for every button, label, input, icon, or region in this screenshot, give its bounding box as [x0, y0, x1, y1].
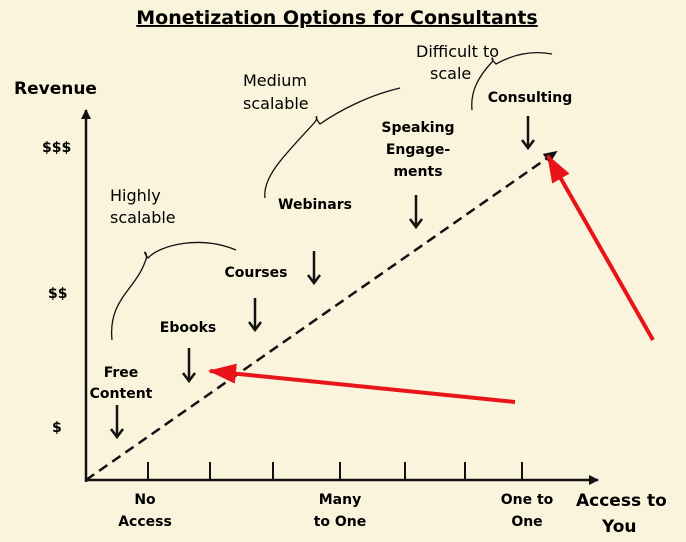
x-tick-many-to-one-line-1: Many — [319, 492, 361, 508]
item-ebooks: Ebooks — [160, 320, 216, 336]
x-axis-title-line-1: Access to — [576, 491, 667, 511]
x-axis — [86, 462, 599, 485]
note-highly-scalable-line-1: Highly — [110, 186, 161, 205]
item-free-content-line-2: Content — [90, 386, 153, 402]
down-arrow-speaking-icon — [409, 195, 423, 230]
y-tick-label-high: $$$ — [42, 140, 71, 156]
x-tick-one-to-one-line-1: One to — [501, 492, 554, 508]
diagram-title: Monetization Options for Consultants — [136, 7, 538, 29]
red-arrow-to-low-end — [208, 363, 516, 404]
down-arrow-webinars-icon — [307, 251, 321, 286]
brace-medium-scalable-icon — [264, 87, 401, 199]
down-arrow-ebooks-icon — [182, 348, 196, 384]
note-difficult-line-2: scale — [430, 64, 471, 83]
item-consulting: Consulting — [488, 90, 572, 106]
x-tick-no-access-line-2: Access — [118, 514, 172, 530]
item-courses: Courses — [225, 265, 288, 281]
x-tick-many-to-one-line-2: to One — [314, 514, 367, 530]
item-webinars: Webinars — [278, 197, 352, 213]
note-difficult-line-1: Difficult to — [416, 42, 499, 61]
item-speaking-line-1: Speaking — [381, 120, 454, 136]
brace-highly-scalable-icon — [111, 241, 237, 341]
y-axis-title: Revenue — [14, 79, 97, 99]
brace-difficult-icon — [471, 51, 553, 111]
x-axis-tick-marks — [147, 462, 523, 480]
down-arrow-courses-icon — [248, 298, 262, 333]
x-tick-no-access-line-1: No — [134, 492, 156, 508]
note-medium-scalable-line-2: scalable — [243, 94, 309, 113]
item-speaking-line-3: ments — [393, 164, 442, 180]
y-tick-label-low: $ — [52, 420, 62, 436]
item-free-content-line-1: Free — [104, 365, 139, 381]
item-speaking-line-2: Engage- — [386, 142, 451, 158]
y-tick-label-mid: $$ — [48, 286, 67, 302]
x-tick-one-to-one-line-2: One — [511, 514, 542, 530]
down-arrow-consulting-icon — [521, 116, 535, 151]
down-arrow-free-content-icon — [110, 405, 124, 440]
note-highly-scalable-line-2: scalable — [110, 208, 176, 227]
red-arrow-to-high-end — [546, 154, 655, 341]
x-axis-title-line-2: You — [601, 517, 637, 537]
note-medium-scalable-line-1: Medium — [243, 71, 307, 90]
